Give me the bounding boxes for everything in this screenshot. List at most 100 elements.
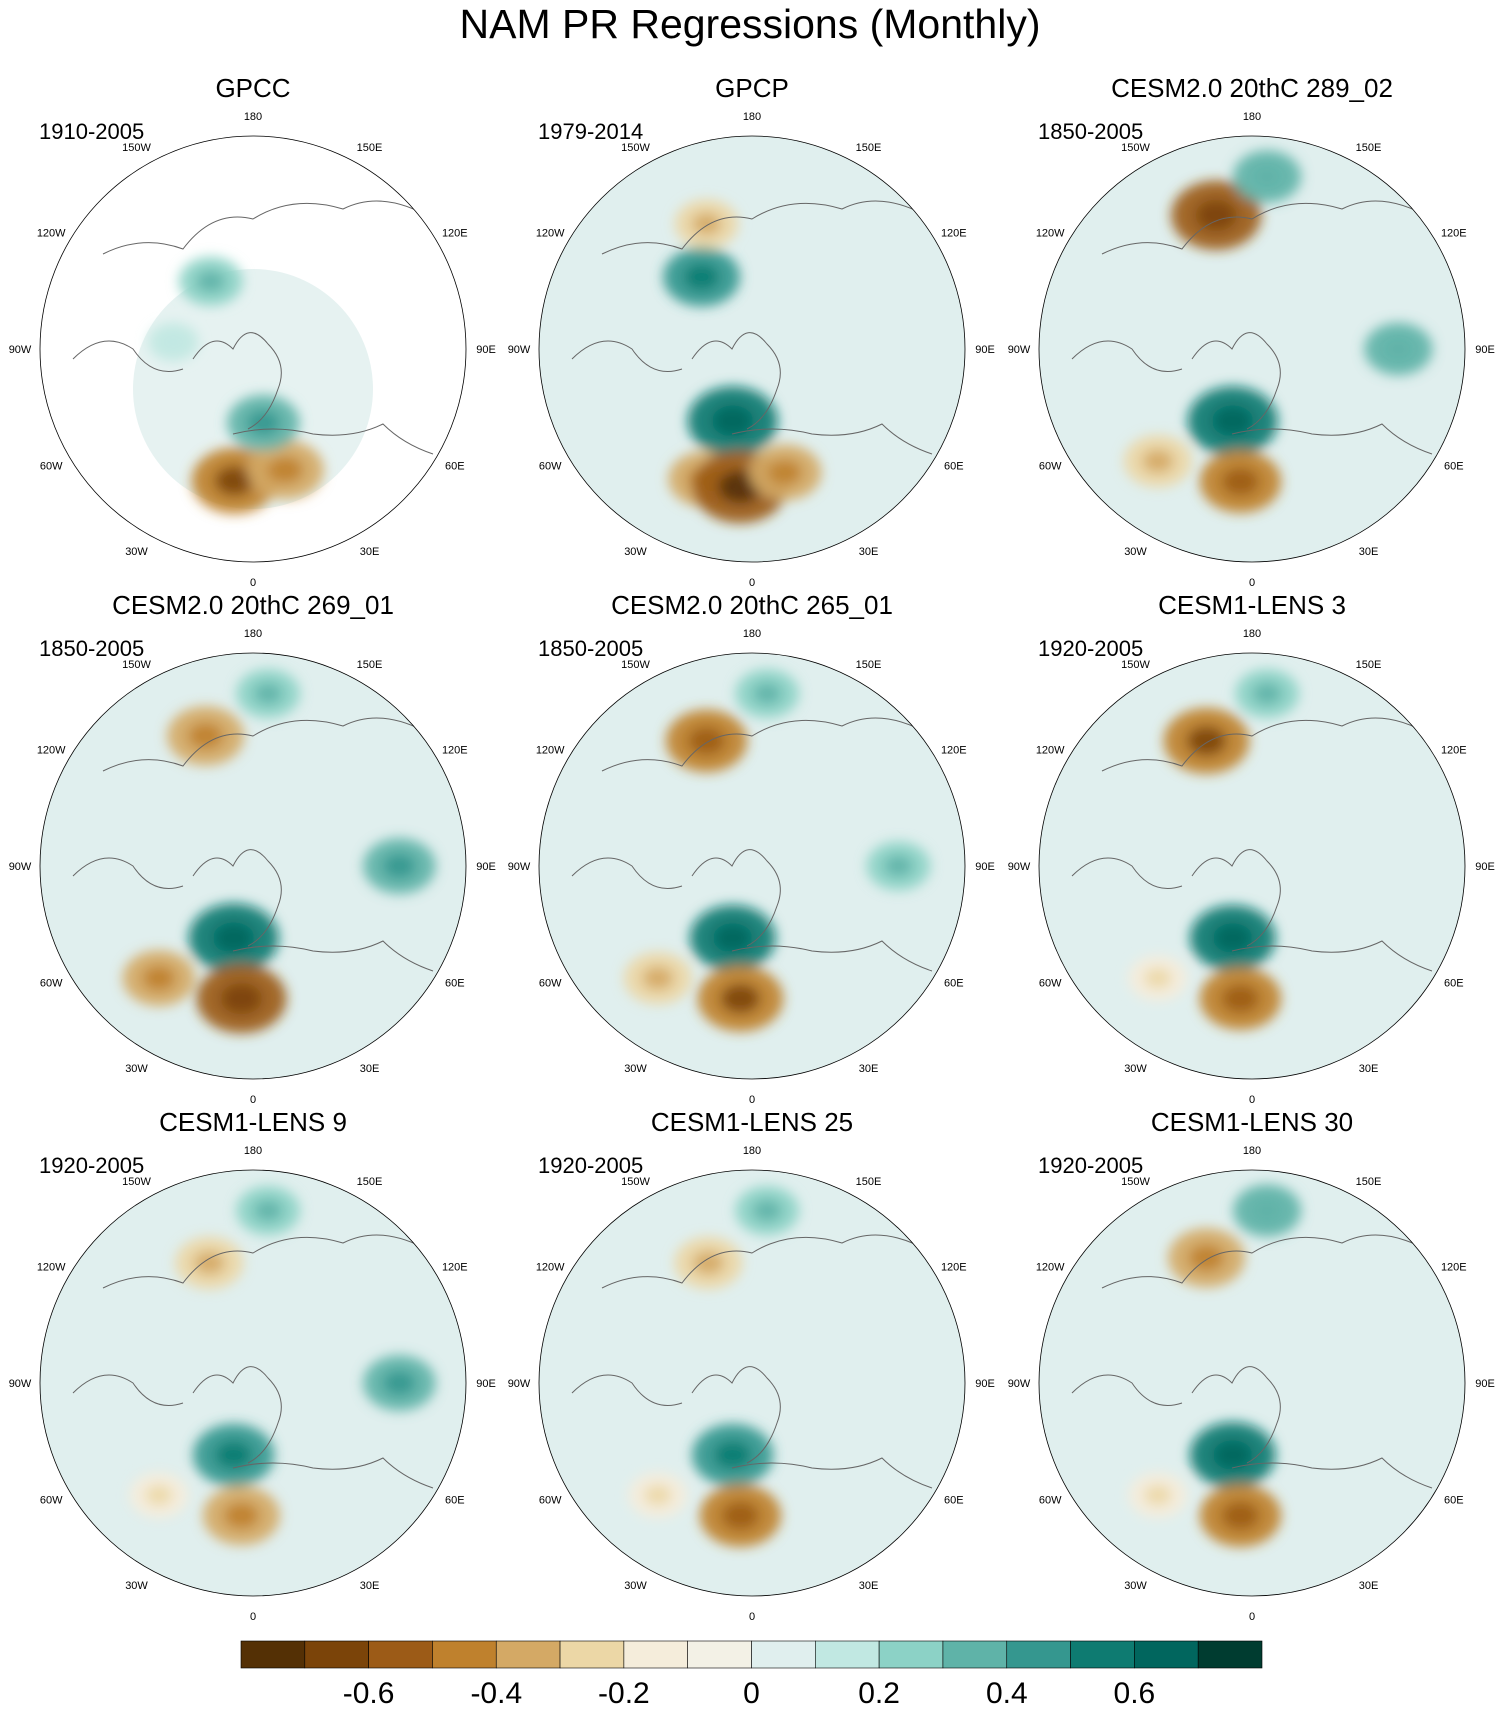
map-panel: CESM2.0 20thC 269_01 1850-2005 180 150E 120E…: [9, 590, 496, 1106]
anomaly-core: [1221, 984, 1260, 1013]
longitude-label: 90E: [975, 344, 995, 356]
map-boundary: [538, 1169, 966, 1597]
longitude-label: 120E: [941, 745, 967, 757]
longitude-label: 90W: [508, 1378, 531, 1390]
longitude-label: 150W: [122, 142, 151, 154]
longitude-label: 120W: [37, 745, 66, 757]
colorbar-segment: [368, 1640, 433, 1669]
longitude-label: 30W: [624, 1580, 647, 1592]
longitude-label: 60W: [539, 461, 562, 473]
longitude-label: 90E: [1475, 344, 1495, 356]
longitude-label: 60E: [1444, 978, 1464, 990]
anomaly-core: [1251, 164, 1283, 189]
longitude-label: 60E: [445, 978, 465, 990]
coastline: [1191, 849, 1281, 947]
coastline: [731, 1457, 933, 1489]
coastline: [1231, 1457, 1433, 1489]
longitude-label: 120E: [442, 228, 468, 240]
longitude-label: 0: [749, 1611, 755, 1623]
longitude-label: 150W: [1121, 1176, 1150, 1188]
longitude-label: 30E: [360, 1580, 380, 1592]
land-mask: [133, 269, 373, 509]
anomaly-core: [1221, 467, 1260, 496]
anomaly-core: [692, 1251, 724, 1275]
colorbar-segment: [1134, 1640, 1199, 1669]
longitude-label: 150W: [122, 659, 151, 671]
panel-title: CESM1-LENS 3: [1158, 590, 1346, 620]
coastline: [1071, 857, 1183, 889]
anomaly-core: [382, 853, 417, 879]
anomaly-core: [214, 466, 255, 496]
longitude-label: 30E: [859, 546, 879, 558]
anomaly-core: [246, 410, 281, 436]
colorbar-segment: [1006, 1640, 1071, 1669]
coastline: [1101, 717, 1433, 772]
longitude-label: 90W: [508, 861, 531, 873]
anomaly-core: [1212, 923, 1253, 953]
coastline: [192, 332, 282, 430]
map-boundary: [39, 652, 467, 1080]
colorbar-segment: [815, 1640, 880, 1669]
longitude-label: 120W: [536, 1262, 565, 1274]
longitude-label: 150W: [621, 659, 650, 671]
longitude-label: 120W: [536, 745, 565, 757]
figure-title: NAM PR Regressions (Monthly): [460, 1, 1041, 47]
longitude-label: 150W: [621, 1176, 650, 1188]
panel-period: 1920-2005: [1038, 1153, 1143, 1178]
longitude-label: 150E: [856, 1176, 882, 1188]
coastline: [571, 340, 683, 372]
longitude-label: 150E: [1356, 659, 1382, 671]
colorbar-segment: [623, 1640, 688, 1669]
coastline: [192, 1366, 282, 1464]
longitude-label: 90E: [975, 1378, 995, 1390]
longitude-label: 120E: [941, 1262, 967, 1274]
longitude-label: 150E: [357, 142, 383, 154]
panel-title: CESM1-LENS 9: [159, 1107, 347, 1137]
longitude-label: 90E: [1475, 1378, 1495, 1390]
longitude-label: 60E: [944, 978, 964, 990]
colorbar-tick-label: 0.4: [986, 1677, 1028, 1709]
longitude-label: 30W: [1124, 1580, 1147, 1592]
anomaly-core: [1212, 1440, 1253, 1470]
longitude-label: 60E: [445, 461, 465, 473]
longitude-label: 90W: [9, 861, 32, 873]
coastline: [601, 1234, 933, 1289]
longitude-label: 120E: [1441, 1262, 1467, 1274]
coastline: [232, 1457, 434, 1489]
longitude-label: 30E: [1359, 1580, 1379, 1592]
map-panel: CESM1-LENS 30 1920-2005 180 150E 120E 90E 60E 3…: [1008, 1107, 1495, 1623]
colorbar-tick-label: -0.6: [343, 1677, 395, 1709]
colorbar-segment: [942, 1640, 1008, 1669]
longitude-label: 120W: [1036, 228, 1065, 240]
colorbar-tick-label: -0.4: [470, 1677, 522, 1709]
longitude-label: 60E: [1444, 461, 1464, 473]
map-boundary: [39, 1169, 467, 1597]
coastline: [571, 1374, 683, 1406]
longitude-label: 30W: [624, 1063, 647, 1075]
map-boundary: [538, 652, 966, 1080]
longitude-label: 60W: [40, 978, 63, 990]
coastline: [1071, 1374, 1183, 1406]
map-panel: GPCP 1979-2014 180 150E 120E 90E 60E 30E 0 30W 60W…: [508, 73, 995, 589]
map-panel: CESM1-LENS 3 1920-2005 180 150E 120E 90E 60E 30…: [1008, 590, 1495, 1106]
anomaly-core: [721, 1501, 760, 1530]
longitude-label: 90W: [1008, 344, 1031, 356]
anomaly-core: [644, 1484, 672, 1506]
longitude-label: 0: [1249, 577, 1255, 589]
longitude-label: 30E: [1359, 546, 1379, 558]
longitude-label: 30E: [1359, 1063, 1379, 1075]
map-panel: CESM2.0 20thC 265_01 1850-2005 180 150E 120E…: [508, 590, 995, 1106]
anomaly-core: [883, 855, 914, 877]
anomaly-core: [220, 983, 263, 1015]
longitude-label: 120E: [941, 228, 967, 240]
panel-title: CESM1-LENS 25: [651, 1107, 853, 1137]
coastline: [72, 1374, 184, 1406]
longitude-label: 180: [244, 628, 262, 640]
panel-period: 1920-2005: [39, 1153, 144, 1178]
anomaly-core: [223, 1502, 260, 1529]
longitude-label: 120W: [1036, 745, 1065, 757]
coastline: [1101, 1234, 1433, 1289]
longitude-label: 90W: [1008, 861, 1031, 873]
colorbar-tick-label: 0.2: [858, 1677, 900, 1709]
